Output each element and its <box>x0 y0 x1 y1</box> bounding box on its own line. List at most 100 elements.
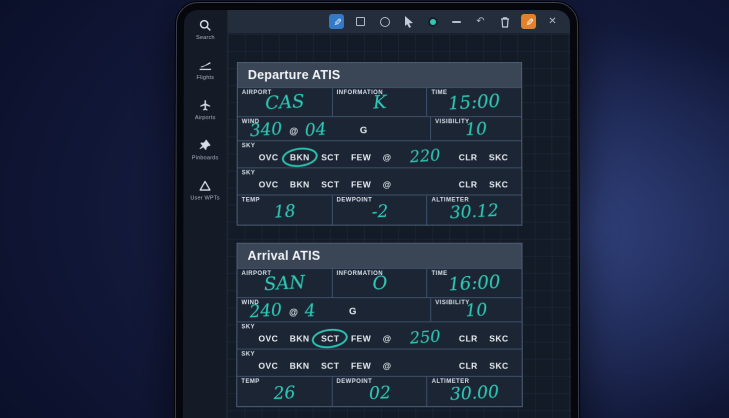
undo-icon: ↶ <box>476 15 485 27</box>
stroke-width-button[interactable] <box>449 14 464 29</box>
airport-field[interactable]: AIRPORT CAS <box>238 88 332 116</box>
sky-option-sct[interactable]: SCT <box>321 179 340 190</box>
sky-option-clr[interactable]: CLR <box>458 179 478 190</box>
sky-label: SKY <box>241 170 256 177</box>
at-symbol: @ <box>289 125 299 136</box>
dewpoint-field[interactable]: DEWPOINT 02 <box>331 376 427 407</box>
user-waypoints-icon <box>198 178 212 192</box>
altimeter-ink: 30.00 <box>449 381 500 405</box>
time-label: TIME <box>431 90 448 97</box>
stroke-width-icon <box>452 20 462 23</box>
airport-ink: CAS <box>264 91 305 115</box>
altimeter-field[interactable]: ALTIMETER 30.00 <box>426 376 522 407</box>
temp-ink: 26 <box>272 382 296 405</box>
sidebar-item-flights[interactable]: Flights <box>196 58 214 81</box>
airport-ink: SAN <box>263 272 306 296</box>
sky-option-clr[interactable]: CLR <box>458 360 478 371</box>
sidebar-item-airports[interactable]: Airports <box>195 98 216 121</box>
sky-at-symbol: @ <box>382 333 392 344</box>
rectangle-tool-button[interactable] <box>353 14 368 29</box>
sky-row-2[interactable]: SKY OVC BKN SCT FEW @ CLR SKC <box>237 167 522 195</box>
visibility-field[interactable]: VISIBILITY 10 <box>430 298 522 322</box>
sky-option-few[interactable]: FEW <box>350 360 372 371</box>
search-icon <box>198 18 212 32</box>
sky-option-clr[interactable]: CLR <box>458 333 478 344</box>
time-field[interactable]: TIME 16:00 <box>426 268 522 298</box>
wind-direction-ink: 240 <box>248 300 283 323</box>
sky-option-ovc[interactable]: OVC <box>258 333 279 344</box>
sky-option-bkn[interactable]: BKN <box>280 145 319 169</box>
temp-field[interactable]: TEMP 26 <box>237 377 331 406</box>
annotation-toolbar: ✎ ↶ ✎ ✕ <box>227 9 571 35</box>
sky-option-ovc[interactable]: OVC <box>258 360 279 371</box>
sky-option-skc[interactable]: SKC <box>489 360 509 371</box>
close-button[interactable]: ✕ <box>545 14 560 29</box>
sky-row-2[interactable]: SKY OVC BKN SCT FEW @ CLR SKC <box>237 348 522 376</box>
temp-field[interactable]: TEMP 18 <box>238 195 332 224</box>
ellipse-tool-button[interactable] <box>377 14 392 29</box>
temp-label: TEMP <box>241 197 260 204</box>
undo-button[interactable]: ↶ <box>473 14 488 29</box>
arrival-atis-panel: Arrival ATIS AIRPORT SAN INFORMATION O T… <box>236 242 523 408</box>
dewpoint-label: DEWPOINT <box>336 197 373 204</box>
time-field[interactable]: TIME 15:00 <box>426 88 522 117</box>
sidebar-label: Flights <box>196 75 215 82</box>
ink-circle <box>311 326 350 351</box>
sky-altitude-ink: 220 <box>409 145 441 167</box>
wind-field[interactable]: WIND 340 @ 04 G <box>238 117 430 142</box>
sky-option-skc[interactable]: SKC <box>489 179 509 190</box>
dewpoint-label: DEWPOINT <box>336 378 373 385</box>
circle-icon <box>379 16 390 27</box>
dewpoint-field[interactable]: DEWPOINT -2 <box>331 195 427 225</box>
annotation-mode-button[interactable]: ✎ <box>521 13 537 30</box>
sky-option-few[interactable]: FEW <box>351 152 372 163</box>
sky-option-ovc[interactable]: OVC <box>258 179 279 190</box>
altimeter-field[interactable]: ALTIMETER 30.12 <box>426 195 522 225</box>
delete-annotations-button[interactable] <box>497 14 512 29</box>
ink-circle <box>280 145 319 169</box>
wind-direction-ink: 340 <box>249 119 283 142</box>
sky-label: SKY <box>241 351 255 358</box>
sky-option-sct[interactable]: SCT <box>321 360 340 371</box>
sky-row-1[interactable]: SKY OVC BKN SCT FEW @ 250 CLR SKC <box>237 321 522 351</box>
sky-option-sct[interactable]: SCT <box>311 326 350 351</box>
departure-atis-panel: Departure ATIS AIRPORT CAS INFORMATION K… <box>236 62 523 226</box>
sky-option-ovc[interactable]: OVC <box>258 152 279 163</box>
sky-option-bkn[interactable]: BKN <box>289 179 310 190</box>
sky-option-bkn[interactable]: BKN <box>289 333 310 344</box>
at-symbol: @ <box>289 306 298 317</box>
sky-option-skc[interactable]: SKC <box>489 333 509 344</box>
sky-option-sct[interactable]: SCT <box>321 152 340 163</box>
color-swatch-icon <box>427 16 438 27</box>
sidebar-label: Airports <box>194 115 216 122</box>
time-label: TIME <box>431 270 448 277</box>
sidebar-item-user-wpts[interactable]: User WPTs <box>190 178 220 202</box>
sky-option-few[interactable]: FEW <box>351 179 372 190</box>
temp-label: TEMP <box>241 378 260 385</box>
information-field[interactable]: INFORMATION O <box>331 268 427 298</box>
gust-label: G <box>359 125 368 137</box>
sidebar-item-search[interactable]: Search <box>196 18 215 41</box>
sky-altitude-ink <box>403 182 447 185</box>
sidebar-item-pinboards[interactable]: Pinboards <box>192 138 219 161</box>
sky-option-skc[interactable]: SKC <box>488 152 509 163</box>
tablet-device: Search Flights Airports Pinboards <box>174 2 580 418</box>
airport-field[interactable]: AIRPORT SAN <box>237 269 331 297</box>
sky-option-bkn[interactable]: BKN <box>289 360 310 371</box>
temp-ink: 18 <box>273 201 296 223</box>
sky-option-few[interactable]: FEW <box>350 333 372 344</box>
pointer-tool-button[interactable] <box>401 14 416 29</box>
scratchpad-canvas[interactable]: Departure ATIS AIRPORT CAS INFORMATION K… <box>227 34 572 418</box>
sky-altitude-ink: 250 <box>409 326 442 348</box>
ink-color-button[interactable] <box>425 14 440 29</box>
app-screen: Search Flights Airports Pinboards <box>182 9 572 418</box>
sky-option-clr[interactable]: CLR <box>458 152 478 163</box>
wind-field[interactable]: WIND 240 @ 4 G <box>237 298 430 323</box>
information-field[interactable]: INFORMATION K <box>331 88 427 117</box>
draw-tool-button[interactable]: ✎ <box>328 13 344 30</box>
dewpoint-ink: 02 <box>368 382 391 405</box>
flights-icon <box>198 58 212 72</box>
sky-row-1[interactable]: SKY OVC BKN SCT FEW @ 220 CLR SKC <box>237 140 522 169</box>
information-ink: K <box>372 92 387 114</box>
visibility-field[interactable]: VISIBILITY 10 <box>430 117 522 141</box>
